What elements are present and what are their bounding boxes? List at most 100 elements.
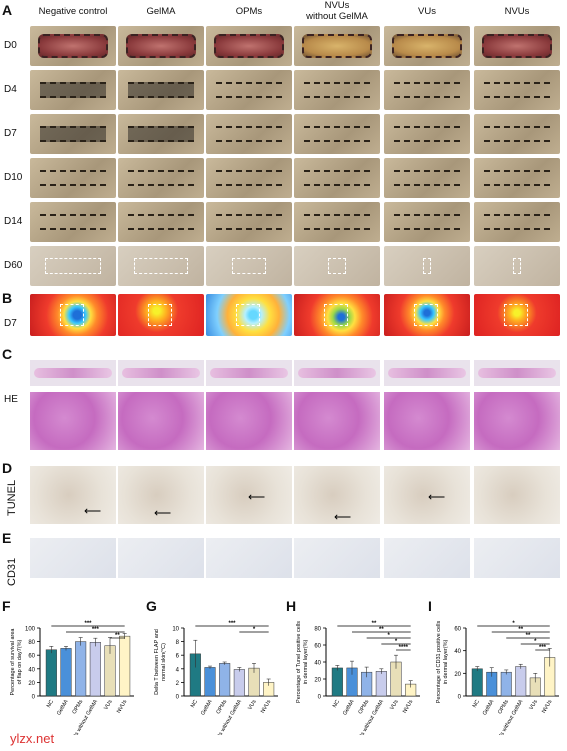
row-label-d60: D60 (4, 260, 23, 271)
y-axis-label: Delta T between FLAP and (154, 629, 160, 695)
bar-1 (60, 648, 72, 697)
y-tick-label: 2 (176, 681, 180, 687)
significance-label-1: * (253, 627, 256, 633)
cd31-col1 (118, 538, 204, 578)
x-tick-label-2: OPMs (497, 699, 510, 715)
cd31-col3 (294, 538, 380, 578)
photo-d4-col1 (118, 70, 204, 110)
significance-label-2: ** (526, 633, 531, 639)
chart-h: 0 20 40 60 80 Percentage of Tunel positive ce… (296, 621, 420, 735)
x-tick-label-1: GelMA (56, 699, 70, 717)
thermal-map-col0 (30, 294, 116, 336)
photo-d0-col0 (30, 26, 116, 66)
y-tick-label: 20 (454, 672, 461, 678)
significance-label-0: *** (228, 621, 236, 627)
significance-label-0: ** (372, 621, 377, 627)
cd31-col0 (30, 538, 116, 578)
x-tick-label-3: NVUs without GelMA (354, 699, 385, 735)
row-label-b: D7 (4, 318, 17, 329)
significance-label-1: ** (518, 627, 523, 633)
column-header-5: NVUs (504, 6, 530, 17)
thermal-map-col4 (384, 294, 470, 336)
photo-d0-col4 (384, 26, 470, 66)
bar-0 (471, 668, 483, 697)
significance-label-2: * (387, 633, 390, 639)
x-tick-label-1: GelMA (482, 699, 496, 717)
panel-letter-i: I (428, 598, 432, 614)
he-overview-col4 (384, 360, 470, 386)
photo-d10-col1 (118, 158, 204, 198)
bar-3 (515, 666, 527, 697)
photo-d4-col3 (294, 70, 380, 110)
chart-i: 0 20 40 60 Percentage of CD31 positive cells… (436, 620, 559, 735)
he-overview-col3 (294, 360, 380, 386)
photo-d60-col1 (118, 246, 204, 286)
y-tick-label: 40 (454, 649, 461, 655)
panel-letter-e: E (2, 530, 12, 546)
y-tick-label: 0 (458, 695, 462, 701)
he-zoom-col4 (384, 392, 470, 450)
photo-d14-col0 (30, 202, 116, 242)
y-axis-label: in dermal layer(%) (303, 640, 309, 685)
significance-label-2: ** (115, 633, 120, 639)
panel-letter-f: F (2, 598, 11, 614)
significance-label-1: *** (92, 627, 100, 633)
chart-g: 0 2 4 6 8 10 Delta T between FLAP and normal sk… (154, 621, 278, 735)
y-tick-label: 40 (314, 661, 321, 667)
cd31-col4 (384, 538, 470, 578)
y-tick-label: 8 (176, 640, 180, 646)
tunel-col4 (384, 466, 470, 524)
x-tick-label-0: NC (472, 699, 481, 709)
x-tick-label-0: NC (46, 699, 55, 709)
arrow-icon: ⟵ (154, 506, 172, 520)
x-tick-label-5: NVUs (541, 699, 554, 715)
photo-d0-col5 (474, 26, 560, 66)
row-label-d0: D0 (4, 40, 17, 51)
photo-d60-col4 (384, 246, 470, 286)
bar-0 (45, 649, 57, 697)
column-header-1: GelMA (146, 6, 176, 17)
tunel-col0 (30, 466, 116, 524)
chart-f: 0 20 40 60 80 100 Percentage of survival area o… (10, 621, 134, 735)
row-label-tunel: TUNEL (6, 479, 18, 516)
bar-2 (75, 641, 87, 697)
he-overview-col1 (118, 360, 204, 386)
x-tick-label-2: OPMs (72, 699, 85, 715)
arrow-icon: ⟵ (428, 490, 446, 504)
y-tick-label: 100 (25, 627, 36, 633)
photo-d14-col1 (118, 202, 204, 242)
row-label-d7: D7 (4, 128, 17, 139)
tunel-col3 (294, 466, 380, 524)
photo-d4-col4 (384, 70, 470, 110)
y-tick-label: 6 (176, 654, 180, 660)
significance-label-1: ** (379, 627, 384, 633)
row-label-d4: D4 (4, 84, 17, 95)
row-label-d14: D14 (4, 216, 23, 227)
x-tick-label-5: NVUs (402, 699, 415, 715)
y-tick-label: 4 (176, 667, 180, 673)
arrow-icon: ⟵ (248, 490, 266, 504)
column-header-4: VUs (418, 6, 436, 17)
x-tick-label-3: NVUs without GelMA (68, 699, 99, 735)
arrow-icon: ⟵ (334, 510, 352, 524)
photo-d7-col1 (118, 114, 204, 154)
photo-d0-col3 (294, 26, 380, 66)
photo-d4-col5 (474, 70, 560, 110)
he-overview-col2 (206, 360, 292, 386)
x-tick-label-4: VUs (103, 699, 114, 711)
x-tick-label-4: VUs (389, 699, 400, 711)
y-tick-label: 10 (172, 627, 179, 633)
photo-d14-col4 (384, 202, 470, 242)
y-tick-label: 60 (28, 654, 35, 660)
x-tick-label-4: VUs (247, 699, 258, 711)
row-label-cd31: CD31 (6, 557, 18, 586)
panel-letter-d: D (2, 460, 13, 476)
x-tick-label-0: NC (332, 699, 341, 709)
thermal-map-col5 (474, 294, 560, 336)
row-label-d10: D10 (4, 172, 23, 183)
x-tick-label-5: NVUs (260, 699, 273, 715)
cd31-col2 (206, 538, 292, 578)
y-tick-label: 80 (314, 627, 321, 633)
photo-d0-col2 (206, 26, 292, 66)
y-axis-label: in dermal layer(%) (443, 640, 449, 685)
